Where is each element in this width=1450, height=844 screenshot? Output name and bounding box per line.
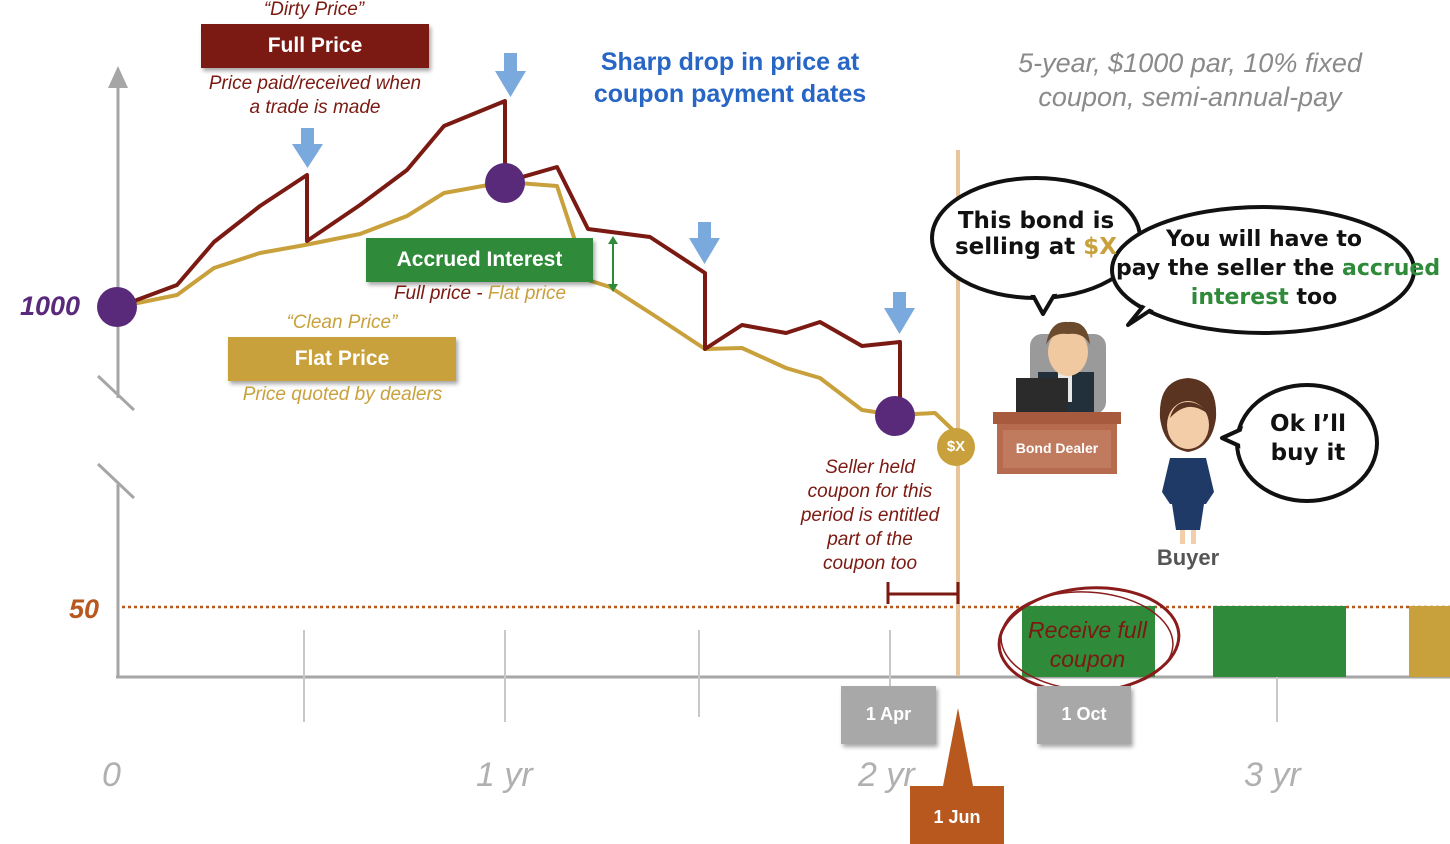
advice-bubble-interest: interest (1190, 285, 1289, 310)
accrued-formula: Full price - Flat price (350, 283, 610, 305)
clean-price-nickname: “Clean Price” (286, 312, 398, 333)
axis-break-upper (96, 374, 136, 412)
oct-label-box (1037, 686, 1131, 744)
buyer-illustration (1159, 378, 1217, 544)
date-label-jun: 1 Jun (933, 807, 981, 827)
receive-coupon-text: Receive full coupon (1010, 616, 1165, 674)
subtitle-line-2: coupon, semi-annual-pay (1038, 82, 1342, 112)
x-label-1yr: 1 yr (476, 756, 533, 794)
price-x-label: $X (946, 438, 966, 455)
x-label-3yr: 3 yr (1244, 756, 1301, 794)
advice-bubble-line-2-text: pay the seller the (1116, 256, 1342, 281)
formula-separator: - (471, 283, 488, 304)
headline: Sharp drop in price at coupon payment da… (560, 46, 900, 110)
dealer-bubble-line-1: This bond is (957, 208, 1115, 234)
dealer-bubble-line-2-text: selling at (954, 234, 1084, 261)
coupon-bar-2 (1213, 606, 1346, 677)
advice-bubble-accrued: accrued (1341, 256, 1441, 281)
dealer-label: Bond Dealer (1015, 440, 1099, 456)
full-price-desc-line-1: Price paid/received when (208, 73, 422, 94)
full-price-desc-line-2: a trade is made (249, 97, 381, 118)
receive-coupon-line-2: coupon (1049, 646, 1126, 672)
buyer-label: Buyer (1156, 545, 1220, 570)
dealer-bubble-price: $X (1083, 234, 1118, 261)
full-price-label: Full Price (267, 34, 363, 57)
y-label-coupon: 50 (69, 594, 100, 624)
par-marker (97, 287, 137, 327)
seller-note-line-4: part of the (827, 529, 913, 550)
flat-price-label: Flat Price (294, 347, 390, 370)
reply-bubble-text: Ok I’ll buy it (1246, 410, 1370, 468)
date-label-apr: 1 Apr (865, 704, 912, 724)
headline-line-2: coupon payment dates (593, 80, 867, 108)
seller-note-line-1: Seller held (825, 457, 915, 478)
buyer-advice-speech-bubble (1110, 205, 1416, 335)
headline-line-1: Sharp drop in price at (600, 48, 860, 76)
reply-bubble-line-2: buy it (1270, 440, 1346, 466)
axis-break-lower (96, 462, 136, 500)
advice-bubble-text: You will have to pay the seller the accr… (1116, 225, 1440, 312)
full-price-label-box: Full Price (201, 24, 429, 68)
seller-note-line-2: coupon for this (807, 481, 933, 502)
down-arrow-icon (884, 292, 915, 334)
reply-bubble-line-1: Ok I’ll (1270, 411, 1346, 437)
seller-note-line-5: coupon too (822, 553, 918, 574)
advice-bubble-line-2: pay the seller the accrued (1116, 254, 1440, 283)
coupon-drop-arrows (292, 53, 915, 334)
y-label-par: 1000 (20, 291, 81, 321)
jun-pointer (943, 708, 973, 786)
date-label-oct: 1 Oct (1061, 704, 1107, 724)
accrued-interest-label-box: Accrued Interest (366, 238, 593, 282)
dealer-speech-bubble (930, 176, 1142, 316)
seller-note-line-3: period is entitled (800, 505, 940, 526)
accrued-period-bracket (886, 582, 960, 604)
seller-note: Seller held coupon for this period is en… (780, 456, 960, 576)
chart-subtitle: 5-year, $1000 par, 10% fixed coupon, sem… (990, 46, 1390, 114)
price-x-marker (937, 428, 975, 466)
flat-price-label-box: Flat Price (228, 337, 456, 381)
accrued-interest-label: Accrued Interest (396, 248, 563, 271)
accrued-double-arrow-icon (608, 236, 618, 292)
subtitle-line-1: 5-year, $1000 par, 10% fixed (1018, 48, 1362, 78)
formula-full: Full price (393, 283, 472, 304)
coupon-bar-3 (1409, 606, 1450, 677)
reply-speech-bubble (1220, 383, 1379, 503)
coupon-date-marker-2 (875, 396, 915, 436)
advice-bubble-line-3-text: too (1288, 285, 1338, 310)
full-price-description: Price paid/received when a trade is made (170, 72, 460, 120)
apr-label-box (841, 686, 936, 744)
coupon-bar-1 (1022, 606, 1155, 677)
dealer-bubble-text: This bond is selling at $X (950, 208, 1122, 261)
y-axis-arrow-icon (108, 66, 128, 88)
receive-coupon-line-1: Receive full (1028, 617, 1147, 643)
down-arrow-icon (292, 128, 323, 168)
advice-bubble-line-3: interest too (1116, 283, 1412, 312)
full-price-line (117, 99, 902, 415)
formula-flat: Flat price (487, 283, 567, 304)
dealer-bubble-line-2: selling at $X (950, 234, 1122, 260)
down-arrow-icon (689, 222, 720, 264)
x-ticks (303, 630, 1278, 722)
dirty-price-nickname: “Dirty Price” (263, 0, 365, 20)
advice-bubble-line-1: You will have to (1165, 227, 1362, 252)
x-label-0: 0 (102, 756, 121, 794)
jun-label-box (910, 786, 1004, 844)
flat-price-description: Price quoted by dealers (242, 384, 443, 405)
coupon-date-marker-1 (485, 163, 525, 203)
down-arrow-icon (495, 53, 526, 97)
bond-dealer-illustration (993, 321, 1121, 474)
x-label-2yr: 2 yr (858, 756, 915, 794)
